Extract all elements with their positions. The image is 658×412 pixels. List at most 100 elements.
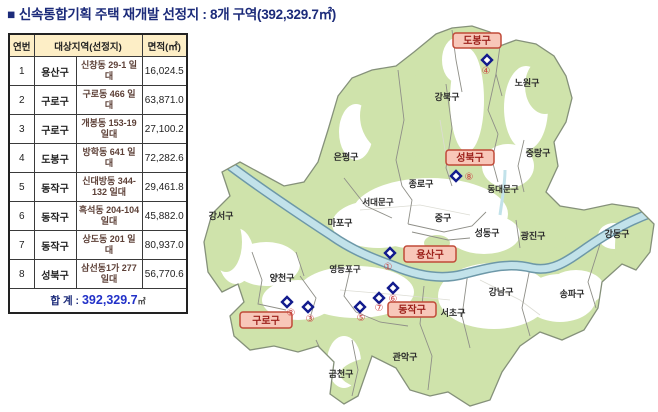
cell-district: 구로구 xyxy=(33,114,77,144)
cell-area: 27,100.2 xyxy=(141,114,188,144)
cell-area: 56,770.6 xyxy=(141,259,188,289)
marker-diamond-icon xyxy=(480,53,494,67)
district-label: 노원구 xyxy=(515,77,540,88)
marker-number: ⑥ xyxy=(389,294,398,305)
selected-district-label: 용산구 xyxy=(416,248,444,261)
table-header-row: 연번 대상지역(선정지) 면적(㎡) xyxy=(8,33,188,57)
site-marker: ⑦ xyxy=(372,291,386,314)
district-label: 광진구 xyxy=(521,230,546,241)
marker-number: ① xyxy=(384,262,393,273)
marker-diamond-icon xyxy=(386,281,400,295)
district-label: 성동구 xyxy=(475,227,500,238)
district-label: 마포구 xyxy=(328,217,353,228)
cell-district: 용산구 xyxy=(33,56,77,86)
marker-number: ⑧ xyxy=(465,172,474,183)
site-marker: ⑤ xyxy=(353,300,367,324)
title-bullet-icon: ■ xyxy=(7,7,15,22)
header-area: 면적(㎡) xyxy=(141,33,188,57)
selected-district-badge: 구로구 xyxy=(239,311,293,329)
selection-table: 연번 대상지역(선정지) 면적(㎡) 1 용산구 신창동 29-1 일대 16,… xyxy=(8,33,189,314)
marker-number: ② xyxy=(287,308,296,319)
selected-district-label: 성북구 xyxy=(456,151,484,164)
title-text: 신속통합기획 주택 재개발 선정지 : xyxy=(18,7,210,22)
district-label: 은평구 xyxy=(334,151,359,162)
cell-no: 1 xyxy=(8,56,35,86)
cell-district: 성북구 xyxy=(33,259,77,289)
district-label: 동대문구 xyxy=(487,184,518,194)
cell-area: 45,882.0 xyxy=(141,201,188,231)
cell-district: 구로구 xyxy=(33,85,77,115)
site-marker: ④ xyxy=(480,53,494,77)
site-marker: ② xyxy=(280,295,296,319)
cell-district: 도봉구 xyxy=(33,143,77,173)
district-label: 강남구 xyxy=(489,286,514,297)
district-label: 강북구 xyxy=(435,91,460,102)
cell-area: 29,461.8 xyxy=(141,172,188,202)
road-lines xyxy=(339,119,541,316)
marker-number: ③ xyxy=(306,314,315,325)
cell-area: 16,024.5 xyxy=(141,56,188,86)
selected-district-label: 도봉구 xyxy=(463,35,491,47)
district-label: 관악구 xyxy=(393,351,418,362)
cell-no: 7 xyxy=(8,230,35,260)
marker-diamond-icon xyxy=(353,300,367,314)
table-row: 5 동작구 신대방동 344-132 일대 29,461.8 xyxy=(8,172,188,202)
selected-district-badge: 성북구 xyxy=(445,149,495,166)
selected-district-badge: 동작구 xyxy=(387,301,437,318)
table-row: 3 구로구 개봉동 153-19 일대 27,100.2 xyxy=(8,114,188,144)
cell-address: 방학동 641 일대 xyxy=(75,143,143,173)
cell-no: 4 xyxy=(8,143,35,173)
marker-diamond-icon xyxy=(449,169,463,183)
cell-address: 흑석동 204-104 일대 xyxy=(75,201,143,231)
cell-no: 3 xyxy=(8,114,35,144)
selected-district-label: 동작구 xyxy=(398,303,426,316)
table-total-row: 합 계 : 392,329.7㎡ xyxy=(8,288,188,314)
district-label: 강동구 xyxy=(605,228,630,239)
district-label: 중랑구 xyxy=(526,147,551,158)
marker-number: ⑤ xyxy=(357,313,366,324)
cell-address: 상도동 201 일대 xyxy=(75,230,143,260)
title-highlight: 8개 구역(392,329.7㎡) xyxy=(210,7,336,22)
table-row: 7 동작구 상도동 201 일대 80,937.0 xyxy=(8,230,188,260)
cell-area: 72,282.6 xyxy=(141,143,188,173)
cell-area: 80,937.0 xyxy=(141,230,188,260)
cell-district: 동작구 xyxy=(33,230,77,260)
marker-diamond-icon xyxy=(383,246,397,260)
cell-no: 6 xyxy=(8,201,35,231)
table-row: 1 용산구 신창동 29-1 일대 16,024.5 xyxy=(8,56,188,86)
site-marker: ⑧ xyxy=(449,169,474,183)
district-label: 양천구 xyxy=(270,272,295,283)
table-row: 8 성북구 삼선동1가 277 일대 56,770.6 xyxy=(8,259,188,289)
table-row: 2 구로구 구로동 466 일대 63,871.0 xyxy=(8,85,188,115)
district-boundaries xyxy=(251,29,601,397)
district-labels: 노원구 강북구 은평구 중랑구 종로구 동대문구 서대문구 강서구 마포구 중구… xyxy=(209,77,630,379)
cell-address: 구로동 466 일대 xyxy=(75,85,143,115)
marker-number: ⑦ xyxy=(375,303,384,314)
total-label: 합 계 : xyxy=(50,295,80,307)
cell-no: 8 xyxy=(8,259,35,289)
site-marker: ⑥ xyxy=(386,281,400,305)
terrain xyxy=(203,25,655,407)
header-target: 대상지역(선정지) xyxy=(33,33,143,57)
district-label: 영등포구 xyxy=(329,264,360,274)
seoul-outline xyxy=(203,25,655,407)
cell-address: 삼선동1가 277 일대 xyxy=(75,259,143,289)
marker-diamond-icon xyxy=(372,291,386,305)
district-label: 중구 xyxy=(435,213,452,223)
total-unit: ㎡ xyxy=(137,297,146,306)
cell-no: 2 xyxy=(8,85,35,115)
cell-address: 신창동 29-1 일대 xyxy=(75,56,143,86)
marker-number: ④ xyxy=(482,66,491,77)
cell-area: 63,871.0 xyxy=(141,85,188,115)
site-marker: ③ xyxy=(301,300,315,325)
cell-district: 동작구 xyxy=(33,172,77,202)
district-label: 서초구 xyxy=(441,307,466,318)
district-label: 서대문구 xyxy=(362,197,393,207)
total-value: 392,329.7 xyxy=(81,293,138,307)
han-river xyxy=(216,154,654,282)
total-cell: 합 계 : 392,329.7㎡ xyxy=(8,288,188,314)
marker-diamond-icon xyxy=(280,295,294,309)
table-row: 6 동작구 흑석동 204-104 일대 45,882.0 xyxy=(8,201,188,231)
cell-no: 5 xyxy=(8,172,35,202)
